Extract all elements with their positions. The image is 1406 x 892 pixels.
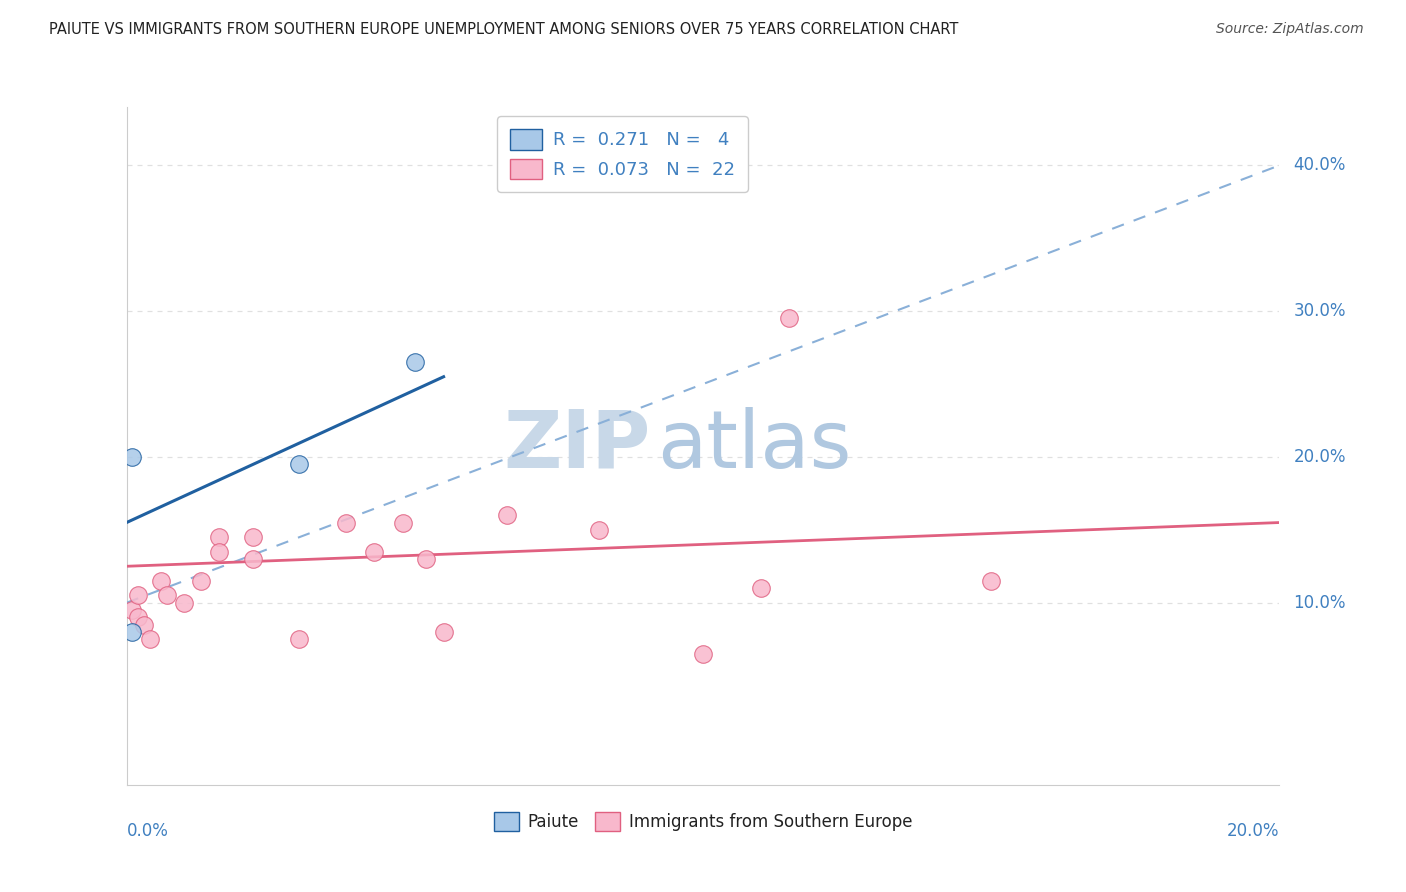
Text: atlas: atlas [657, 407, 851, 485]
Text: Source: ZipAtlas.com: Source: ZipAtlas.com [1216, 22, 1364, 37]
Point [121, 624, 143, 639]
Point [127, 589, 149, 603]
Point [190, 574, 212, 588]
Point [127, 610, 149, 624]
Text: 20.0%: 20.0% [1227, 822, 1279, 840]
Text: 0.0%: 0.0% [127, 822, 169, 840]
Point [138, 632, 160, 647]
Point [980, 574, 1002, 588]
Point [156, 589, 179, 603]
Point [779, 311, 801, 326]
Text: 30.0%: 30.0% [1294, 302, 1346, 320]
Point [392, 516, 415, 530]
Point [242, 530, 264, 544]
Point [150, 574, 173, 588]
Point [121, 450, 143, 464]
Point [433, 624, 456, 639]
Point [588, 523, 610, 537]
Point [692, 647, 714, 661]
Point [335, 516, 357, 530]
Point [121, 603, 143, 617]
Text: PAIUTE VS IMMIGRANTS FROM SOUTHERN EUROPE UNEMPLOYMENT AMONG SENIORS OVER 75 YEA: PAIUTE VS IMMIGRANTS FROM SOUTHERN EUROP… [49, 22, 959, 37]
Point [415, 552, 437, 566]
Point [404, 355, 426, 369]
Point [288, 457, 311, 471]
Point [208, 530, 231, 544]
Text: ZIP: ZIP [503, 407, 651, 485]
Point [208, 544, 231, 558]
Text: 20.0%: 20.0% [1294, 448, 1346, 466]
Point [242, 552, 264, 566]
Point [363, 544, 385, 558]
Text: 40.0%: 40.0% [1294, 156, 1346, 174]
Point [496, 508, 519, 523]
Point [173, 596, 195, 610]
Point [132, 617, 155, 632]
Point [288, 632, 311, 647]
Text: 10.0%: 10.0% [1294, 594, 1346, 612]
Point [749, 581, 772, 595]
Legend: Paiute, Immigrants from Southern Europe: Paiute, Immigrants from Southern Europe [488, 805, 918, 838]
